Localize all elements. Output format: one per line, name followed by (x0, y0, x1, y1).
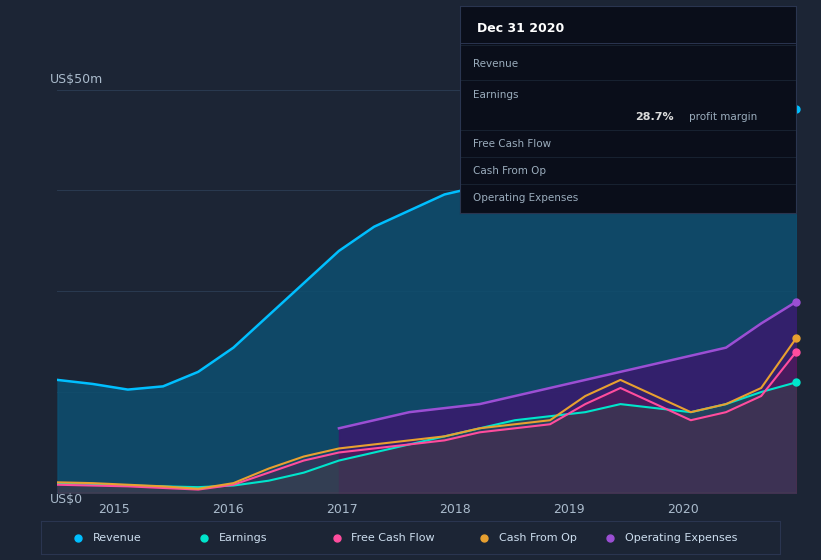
Text: Operating Expenses: Operating Expenses (473, 193, 579, 203)
Text: Revenue: Revenue (473, 59, 518, 69)
Text: Dec 31 2020: Dec 31 2020 (477, 22, 564, 35)
Text: Free Cash Flow: Free Cash Flow (473, 139, 552, 150)
Text: US$50m: US$50m (50, 73, 103, 86)
Text: Earnings: Earnings (218, 533, 267, 543)
Text: Earnings: Earnings (473, 90, 519, 100)
Text: profit margin: profit margin (689, 113, 757, 123)
Text: 28.7%: 28.7% (635, 113, 673, 123)
Text: US$0: US$0 (50, 493, 83, 506)
Text: Cash From Op: Cash From Op (473, 166, 546, 176)
Text: Free Cash Flow: Free Cash Flow (351, 533, 435, 543)
Text: Cash From Op: Cash From Op (499, 533, 577, 543)
Text: Operating Expenses: Operating Expenses (625, 533, 737, 543)
Text: Revenue: Revenue (93, 533, 141, 543)
